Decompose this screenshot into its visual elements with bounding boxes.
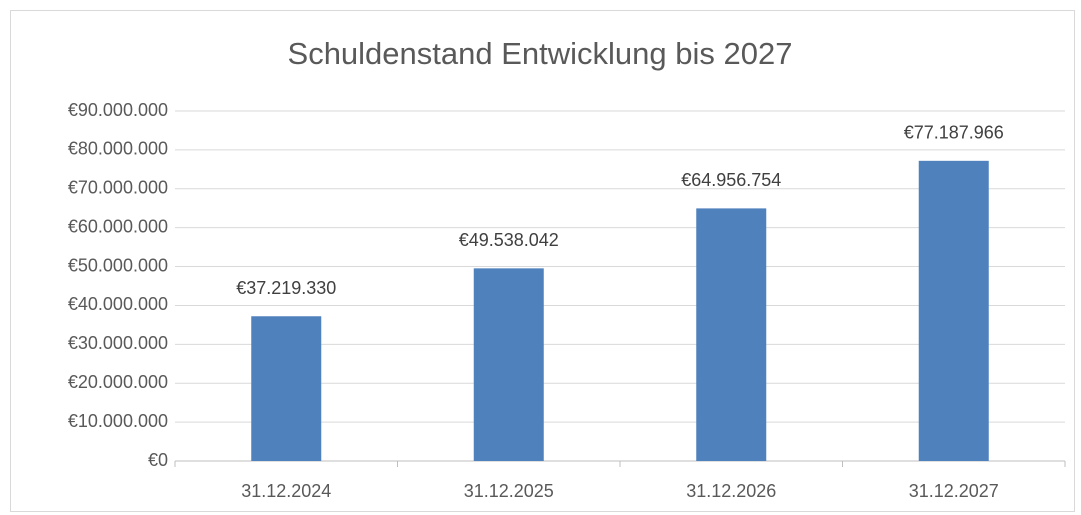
bar <box>696 208 767 461</box>
y-tick-label: €40.000.000 <box>68 294 168 314</box>
x-tick-label: 31.12.2025 <box>464 481 554 501</box>
y-tick-label: €70.000.000 <box>68 178 168 198</box>
data-label: €77.187.966 <box>904 123 1004 143</box>
bar <box>251 316 322 461</box>
data-label: €37.219.330 <box>236 278 336 298</box>
bar <box>918 160 989 461</box>
y-tick-label: €0 <box>148 450 168 470</box>
y-tick-label: €80.000.000 <box>68 139 168 159</box>
y-tick-label: €30.000.000 <box>68 333 168 353</box>
y-tick-label: €50.000.000 <box>68 255 168 275</box>
x-tick-label: 31.12.2026 <box>686 481 776 501</box>
chart-title: Schuldenstand Entwicklung bis 2027 <box>288 36 793 71</box>
y-tick-label: €60.000.000 <box>68 216 168 236</box>
bar <box>473 268 544 461</box>
y-tick-label: €90.000.000 <box>68 100 168 120</box>
x-tick-label: 31.12.2024 <box>241 481 331 501</box>
data-label: €64.956.754 <box>681 170 781 190</box>
data-label: €49.538.042 <box>459 230 559 250</box>
y-tick-label: €20.000.000 <box>68 372 168 392</box>
x-tick-label: 31.12.2027 <box>909 481 999 501</box>
y-tick-label: €10.000.000 <box>68 411 168 431</box>
